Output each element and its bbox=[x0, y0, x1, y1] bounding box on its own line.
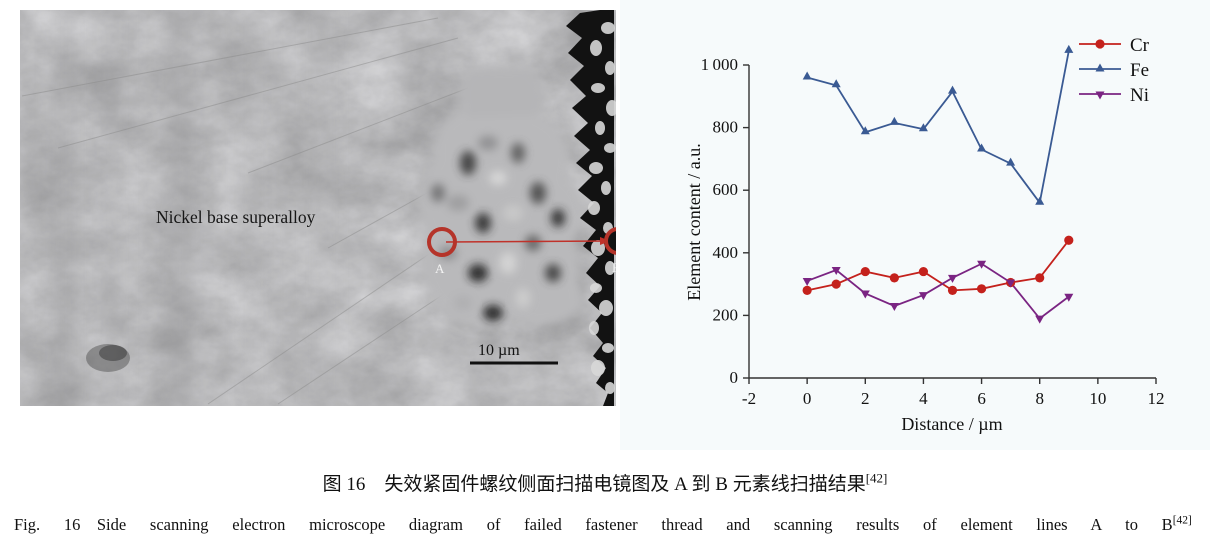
svg-text:4: 4 bbox=[919, 389, 928, 408]
svg-text:-2: -2 bbox=[742, 389, 756, 408]
svg-text:Distance / µm: Distance / µm bbox=[901, 414, 1002, 434]
svg-text:8: 8 bbox=[1035, 389, 1044, 408]
svg-text:800: 800 bbox=[713, 118, 739, 137]
svg-text:Element content / a.u.: Element content / a.u. bbox=[684, 143, 704, 300]
svg-text:600: 600 bbox=[713, 180, 739, 199]
svg-text:2: 2 bbox=[861, 389, 870, 408]
svg-text:Cr: Cr bbox=[1130, 35, 1150, 56]
svg-text:200: 200 bbox=[713, 305, 739, 324]
svg-text:6: 6 bbox=[977, 389, 986, 408]
svg-text:Ni: Ni bbox=[1130, 85, 1149, 106]
svg-text:0: 0 bbox=[730, 368, 739, 387]
svg-text:400: 400 bbox=[713, 243, 739, 262]
svg-text:Fe: Fe bbox=[1130, 60, 1149, 81]
svg-text:10: 10 bbox=[1089, 389, 1106, 408]
svg-text:1 000: 1 000 bbox=[701, 55, 738, 74]
svg-text:12: 12 bbox=[1148, 389, 1165, 408]
svg-text:0: 0 bbox=[803, 389, 812, 408]
